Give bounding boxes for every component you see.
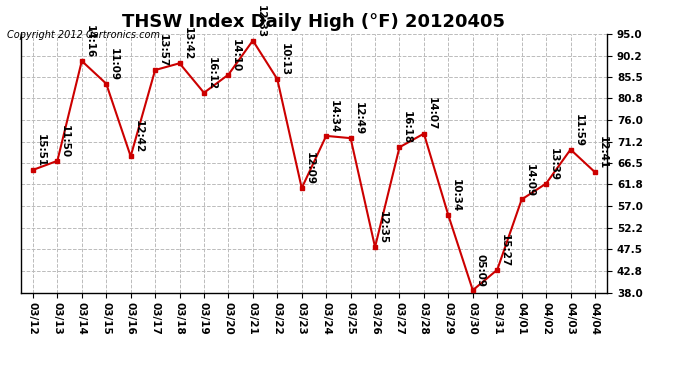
Text: 14:34: 14:34 — [329, 100, 339, 133]
Text: 10:34: 10:34 — [451, 179, 461, 213]
Text: 16:12: 16:12 — [207, 57, 217, 90]
Text: 12:35: 12:35 — [378, 211, 388, 244]
Text: 12:49: 12:49 — [353, 102, 364, 135]
Text: 15:27: 15:27 — [500, 234, 510, 267]
Text: 11:50: 11:50 — [60, 125, 70, 158]
Text: 11:59: 11:59 — [573, 114, 583, 147]
Text: 13:39: 13:39 — [549, 148, 559, 181]
Title: THSW Index Daily High (°F) 20120405: THSW Index Daily High (°F) 20120405 — [122, 13, 506, 31]
Text: 15:51: 15:51 — [36, 134, 46, 167]
Text: 12:41: 12:41 — [598, 136, 608, 170]
Text: 13:57: 13:57 — [158, 34, 168, 67]
Text: 12:09: 12:09 — [304, 152, 315, 185]
Text: 11:09: 11:09 — [109, 48, 119, 81]
Text: 16:18: 16:18 — [402, 111, 412, 144]
Text: 14:10: 14:10 — [231, 39, 241, 72]
Text: 12:42: 12:42 — [133, 120, 144, 153]
Text: 05:09: 05:09 — [475, 255, 486, 288]
Text: Copyright 2012 Cartronics.com: Copyright 2012 Cartronics.com — [7, 30, 160, 40]
Text: 13:42: 13:42 — [182, 27, 193, 60]
Text: 14:16: 14:16 — [85, 25, 95, 58]
Text: 14:07: 14:07 — [426, 98, 437, 131]
Text: 12:33: 12:33 — [255, 4, 266, 38]
Text: 10:13: 10:13 — [280, 43, 290, 76]
Text: 14:09: 14:09 — [524, 164, 535, 196]
